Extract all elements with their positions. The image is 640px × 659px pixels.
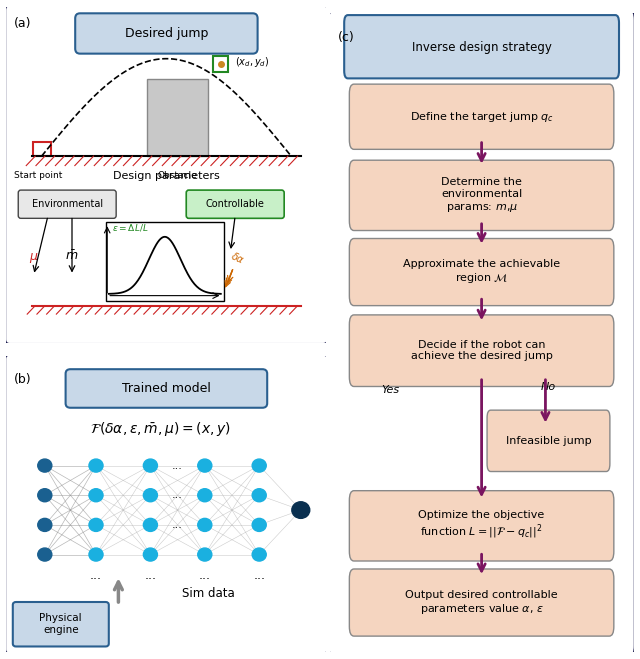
FancyBboxPatch shape bbox=[349, 84, 614, 150]
FancyBboxPatch shape bbox=[349, 315, 614, 386]
Circle shape bbox=[38, 548, 52, 561]
Text: Physical
engine: Physical engine bbox=[40, 614, 82, 635]
FancyBboxPatch shape bbox=[76, 13, 257, 53]
Text: Optimize the objective
function $L = ||\mathcal{F} - q_c||^2$: Optimize the objective function $L = ||\… bbox=[419, 510, 545, 542]
Text: Controllable: Controllable bbox=[206, 199, 264, 209]
Text: Start point: Start point bbox=[14, 171, 63, 181]
Circle shape bbox=[89, 459, 103, 472]
Bar bbox=[147, 79, 208, 156]
Circle shape bbox=[143, 519, 157, 531]
Circle shape bbox=[198, 459, 212, 472]
Text: Output desired controllable
parameters value $\alpha$, $\epsilon$: Output desired controllable parameters v… bbox=[405, 590, 558, 616]
FancyBboxPatch shape bbox=[5, 5, 328, 345]
Text: Approximate the achievable
region $\mathcal{M}$: Approximate the achievable region $\math… bbox=[403, 259, 560, 285]
Circle shape bbox=[38, 519, 52, 531]
Circle shape bbox=[143, 548, 157, 561]
Text: (c): (c) bbox=[338, 31, 355, 44]
Text: Infeasible jump: Infeasible jump bbox=[506, 436, 591, 446]
Circle shape bbox=[38, 459, 52, 472]
FancyBboxPatch shape bbox=[186, 190, 284, 218]
FancyBboxPatch shape bbox=[19, 190, 116, 218]
Text: $\bar{m}$: $\bar{m}$ bbox=[65, 250, 79, 264]
Text: ...: ... bbox=[145, 569, 156, 582]
Circle shape bbox=[252, 459, 266, 472]
Text: Obstacle: Obstacle bbox=[157, 171, 198, 181]
Text: Trained model: Trained model bbox=[122, 382, 211, 395]
Circle shape bbox=[252, 489, 266, 501]
FancyBboxPatch shape bbox=[328, 10, 635, 656]
Circle shape bbox=[292, 501, 310, 519]
Text: ...: ... bbox=[253, 569, 265, 582]
Circle shape bbox=[38, 489, 52, 501]
Text: Design parameters: Design parameters bbox=[113, 171, 220, 181]
Text: ...: ... bbox=[172, 490, 183, 500]
Text: ...: ... bbox=[90, 569, 102, 582]
Text: Define the target jump $q_c$: Define the target jump $q_c$ bbox=[410, 110, 554, 124]
Circle shape bbox=[143, 459, 157, 472]
Text: Decide if the robot can
achieve the desired jump: Decide if the robot can achieve the desi… bbox=[411, 340, 552, 362]
Text: Desired jump: Desired jump bbox=[125, 27, 208, 40]
FancyBboxPatch shape bbox=[349, 569, 614, 636]
FancyBboxPatch shape bbox=[344, 15, 619, 78]
Text: $\epsilon = \Delta L/L$: $\epsilon = \Delta L/L$ bbox=[112, 222, 148, 233]
FancyBboxPatch shape bbox=[66, 369, 268, 408]
Circle shape bbox=[198, 519, 212, 531]
Circle shape bbox=[143, 489, 157, 501]
Text: No: No bbox=[541, 382, 556, 392]
Text: Determine the
environmental
params: $m$,$\mu$: Determine the environmental params: $m$,… bbox=[441, 177, 522, 214]
Text: $(x_d, y_d)$: $(x_d, y_d)$ bbox=[236, 55, 269, 69]
Bar bbox=[33, 142, 51, 156]
Text: Yes: Yes bbox=[381, 386, 399, 395]
Circle shape bbox=[198, 489, 212, 501]
Circle shape bbox=[89, 548, 103, 561]
Circle shape bbox=[89, 519, 103, 531]
Text: Sim data: Sim data bbox=[182, 587, 235, 600]
Text: Inverse design strategy: Inverse design strategy bbox=[412, 41, 552, 53]
FancyBboxPatch shape bbox=[349, 239, 614, 306]
Text: (b): (b) bbox=[13, 373, 31, 386]
Circle shape bbox=[252, 548, 266, 561]
Bar bbox=[106, 221, 224, 301]
FancyBboxPatch shape bbox=[487, 410, 610, 471]
Circle shape bbox=[198, 548, 212, 561]
Text: ...: ... bbox=[172, 461, 183, 471]
Text: (a): (a) bbox=[13, 17, 31, 30]
FancyBboxPatch shape bbox=[349, 491, 614, 561]
Circle shape bbox=[89, 489, 103, 501]
Text: ...: ... bbox=[199, 569, 211, 582]
FancyBboxPatch shape bbox=[5, 355, 328, 654]
Circle shape bbox=[252, 519, 266, 531]
Text: $\mu$: $\mu$ bbox=[29, 251, 38, 266]
Text: $\delta\alpha$: $\delta\alpha$ bbox=[229, 249, 248, 266]
Text: Environmental: Environmental bbox=[31, 199, 103, 209]
Text: $\mathcal{F}(\delta\alpha, \epsilon, \bar{m}, \mu) = (x, y)$: $\mathcal{F}(\delta\alpha, \epsilon, \ba… bbox=[90, 420, 230, 438]
Text: ...: ... bbox=[172, 520, 183, 530]
FancyBboxPatch shape bbox=[13, 602, 109, 646]
FancyBboxPatch shape bbox=[349, 160, 614, 231]
